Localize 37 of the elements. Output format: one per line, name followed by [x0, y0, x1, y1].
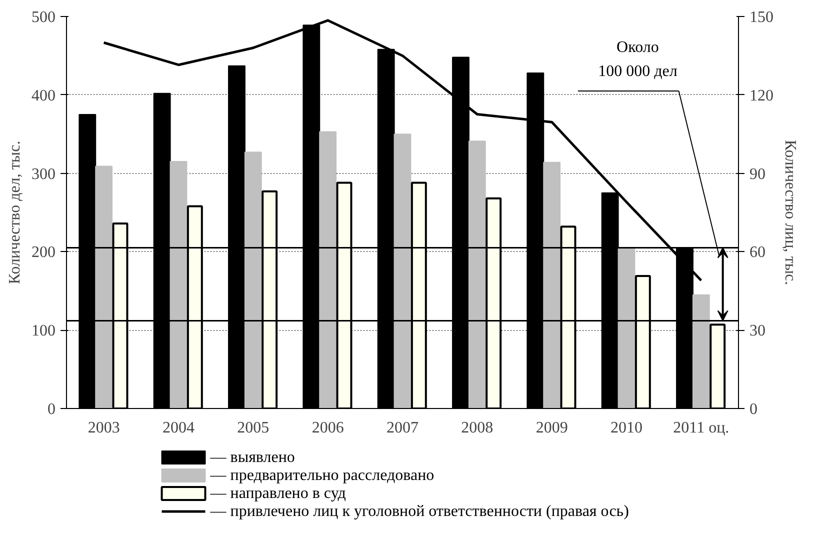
y2-axis-title: Количество лиц, тыс.	[782, 140, 798, 286]
bar	[618, 248, 636, 408]
annotation: Около 100 000 дел	[598, 39, 678, 80]
x-tick-label: 2005	[237, 420, 270, 436]
x-tick-label: 2009	[536, 420, 568, 436]
bar	[170, 161, 188, 408]
y-tick-label: 300	[32, 166, 56, 183]
x-tick-label: 2006	[312, 420, 344, 436]
x-tick-label: 2003	[88, 420, 120, 436]
bar	[244, 152, 262, 408]
x-tick-label: 2010	[610, 420, 642, 436]
x-tick-label: 2004	[162, 420, 194, 436]
y-tick-label: 400	[32, 87, 56, 104]
bar	[692, 294, 710, 408]
legend-label: — направлено в суд	[209, 485, 346, 502]
legend-label: — предварительно расследовано	[209, 467, 434, 484]
y2-tick-label: 90	[750, 166, 766, 183]
legend-label: — привлечено лиц к уголовной ответственности (правая ось)	[209, 503, 629, 520]
y-tick-label: 100	[32, 322, 56, 340]
bar	[95, 166, 113, 408]
y2-tick-label: 150	[750, 9, 774, 26]
x-tick-label: 2008	[461, 420, 494, 436]
y-tick-label: 200	[32, 244, 56, 262]
x-tick-label: 2011 оц.	[673, 420, 730, 436]
legend-label: — выявлено	[209, 449, 295, 466]
y-tick-label: 0	[48, 401, 56, 418]
x-tick-label: 2007	[386, 420, 418, 436]
bar	[543, 162, 561, 408]
bar	[319, 131, 337, 408]
y2-tick-label: 30	[750, 322, 766, 340]
y-axis-title: Количество дел, тыс.	[6, 140, 24, 284]
y2-tick-label: 120	[750, 87, 774, 104]
bar	[394, 134, 412, 408]
bar	[468, 140, 486, 408]
y-tick-label: 500	[32, 9, 56, 26]
y2-tick-label: 0	[750, 401, 758, 418]
y2-tick-label: 60	[750, 244, 766, 262]
